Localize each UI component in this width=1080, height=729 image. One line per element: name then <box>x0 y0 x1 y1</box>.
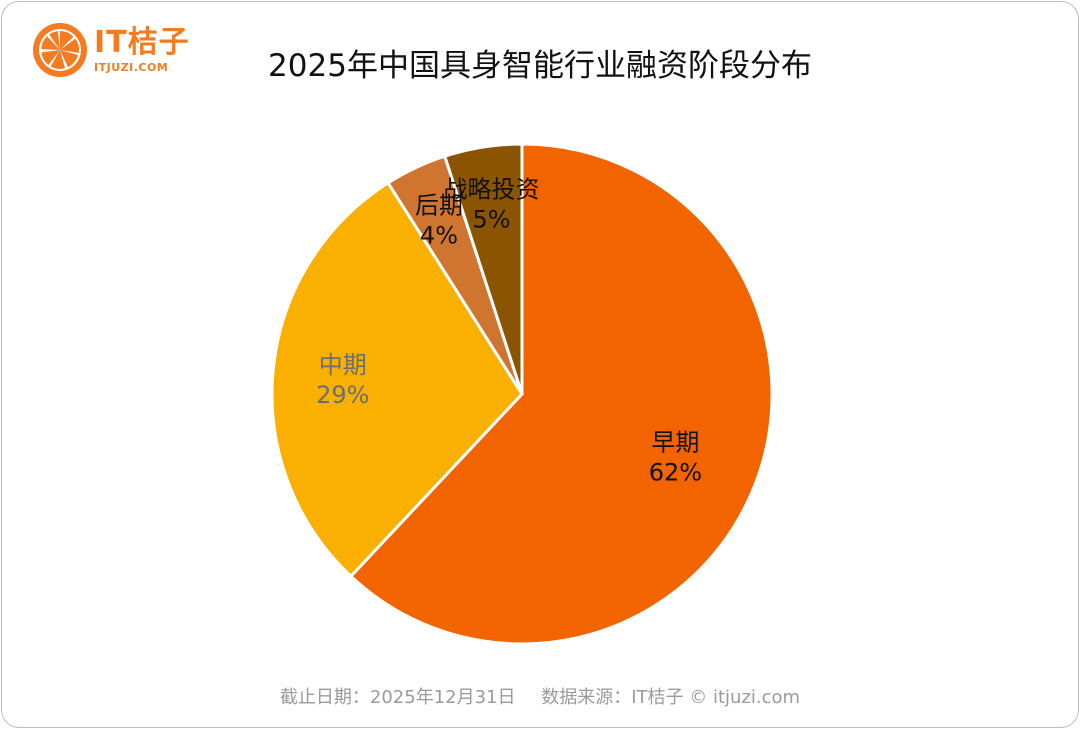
orange-slice-icon <box>33 23 87 77</box>
date-note: 截止日期：2025年12月31日 <box>279 687 516 708</box>
brand-url: ITJUZI.COM <box>94 60 169 74</box>
chart-title: 2025年中国具身智能行业融资阶段分布 <box>268 48 812 84</box>
slice-category-label: 后期 <box>415 192 463 220</box>
slice-category-label: 早期 <box>651 429 699 457</box>
slice-value-label: 5% <box>472 205 510 233</box>
slice-category-label: 战略投资 <box>443 175 539 203</box>
footer: 截止日期：2025年12月31日 数据来源：IT桔子 © itjuzi.com <box>2 683 1078 709</box>
brand-name: IT桔子 <box>94 24 190 60</box>
pie-slice-1 <box>348 142 774 646</box>
pie-slice-4 <box>442 142 524 395</box>
slice-value-label: 4% <box>420 222 458 250</box>
slice-category-label: 中期 <box>319 351 367 379</box>
source-note: 数据来源：IT桔子 © itjuzi.com <box>541 687 801 708</box>
slice-value-label: 29% <box>316 381 369 409</box>
slice-value-label: 62% <box>649 459 702 487</box>
pie-slice-2 <box>270 180 524 579</box>
brand-logo: IT桔子 ITJUZI.COM <box>32 22 190 78</box>
